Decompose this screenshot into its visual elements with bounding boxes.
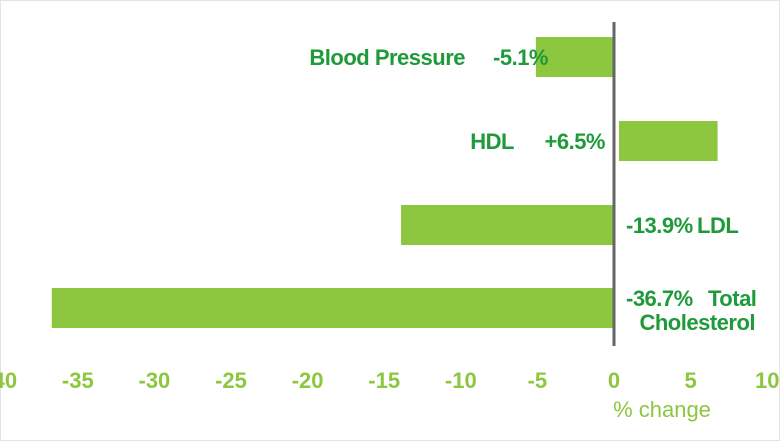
category-label-hdl: HDL bbox=[470, 129, 514, 154]
data-label-blood-pressure: -5.1% bbox=[493, 45, 548, 70]
bar-blood-pressure bbox=[535, 37, 613, 77]
bar-total-cholesterol bbox=[51, 288, 614, 328]
category-label-ldl: LDL bbox=[697, 213, 738, 238]
x-tick-label: -35 bbox=[62, 368, 94, 393]
x-tick-label: 10 bbox=[755, 368, 779, 393]
x-tick-label: -30 bbox=[139, 368, 171, 393]
x-tick-label: -15 bbox=[368, 368, 400, 393]
x-tick-label: -5 bbox=[528, 368, 548, 393]
category-label-total-cholesterol-line2: Cholesterol bbox=[639, 310, 755, 335]
x-tick-label: -20 bbox=[292, 368, 324, 393]
x-tick-label: 0 bbox=[608, 368, 620, 393]
labels-layer: Blood Pressure -5.1% HDL +6.5% -13.9% LDL -36.… bbox=[309, 45, 757, 335]
data-label-hdl: +6.5% bbox=[545, 129, 606, 154]
data-label-ldl: -13.9% bbox=[626, 213, 693, 238]
x-axis-title: % change bbox=[613, 397, 711, 422]
category-label-blood-pressure: Blood Pressure bbox=[309, 45, 465, 70]
x-tick-labels: -40 -35 -30 -25 -20 -15 -10 -5 0 5 10 bbox=[0, 368, 779, 393]
bar-hdl bbox=[619, 121, 718, 161]
category-label-total-cholesterol-line1: Total bbox=[708, 286, 756, 311]
bars-layer bbox=[51, 37, 718, 328]
x-tick-label: -10 bbox=[445, 368, 477, 393]
x-tick-label: -40 bbox=[0, 368, 17, 393]
x-tick-label: 5 bbox=[684, 368, 696, 393]
data-label-total-cholesterol: -36.7% bbox=[626, 286, 693, 311]
bar-ldl bbox=[401, 205, 613, 245]
x-tick-label: -25 bbox=[215, 368, 247, 393]
